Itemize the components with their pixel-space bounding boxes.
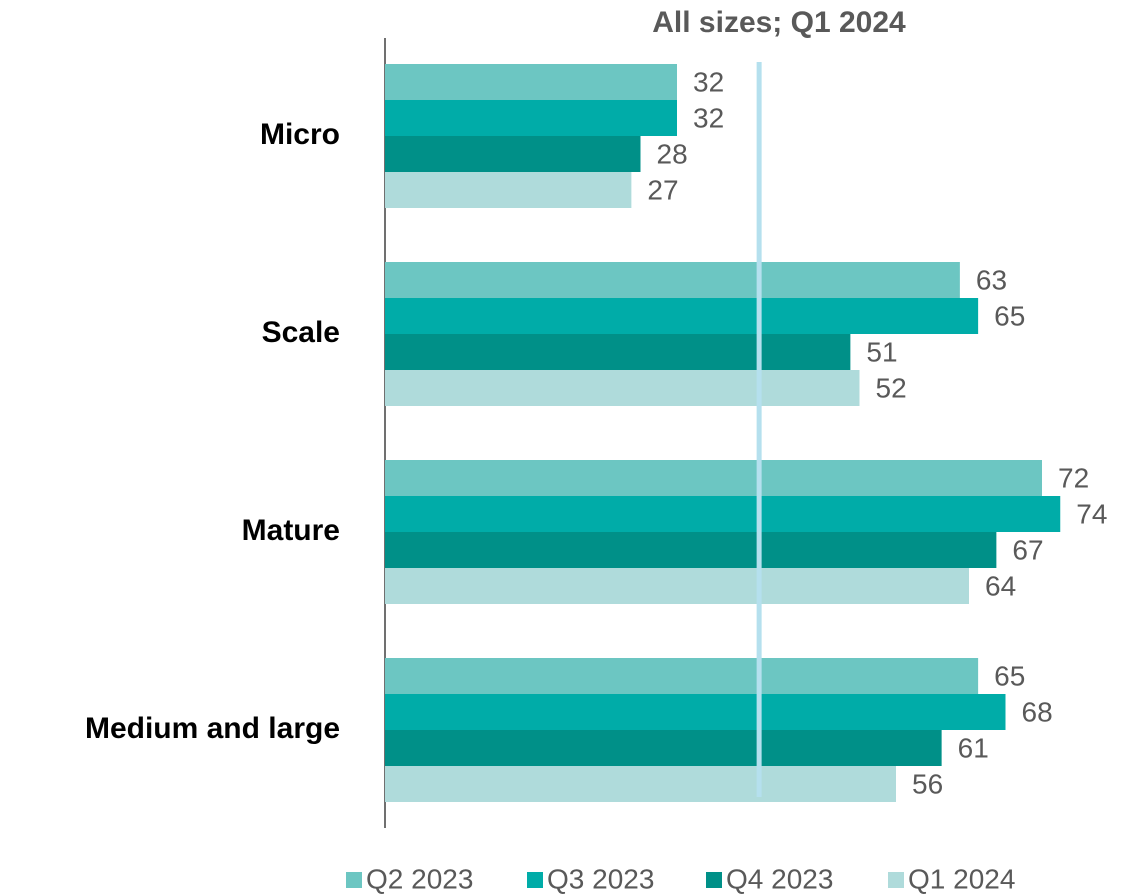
value-label: 27 [647,174,678,205]
bar [385,370,860,406]
legend-label: Q1 2024 [908,863,1015,894]
value-label: 28 [657,138,688,169]
value-label: 61 [958,732,989,763]
value-label: 32 [693,102,724,133]
bar [385,694,1006,730]
bar [385,64,677,100]
legend-label: Q2 2023 [366,863,473,894]
legend-label: Q4 2023 [726,863,833,894]
category-label: Mature [242,514,340,547]
legend-swatch [888,872,904,888]
value-label: 32 [693,66,724,97]
bar [385,262,960,298]
bar [385,334,851,370]
bar [385,568,969,604]
value-label: 68 [1022,696,1053,727]
value-label: 65 [994,660,1025,691]
value-label: 74 [1076,498,1107,529]
bar [385,136,641,172]
category-label: Scale [262,316,340,349]
bar [385,532,997,568]
bar [385,172,632,208]
bar [385,298,979,334]
category-label: Medium and large [85,712,340,745]
legend-swatch [346,872,362,888]
value-label: 67 [1012,534,1043,565]
value-label: 72 [1058,462,1089,493]
bar [385,100,677,136]
value-label: 63 [976,264,1007,295]
value-label: 56 [912,768,943,799]
value-label: 65 [994,300,1025,331]
bar [385,766,896,802]
category-label: Micro [260,118,340,151]
value-label: 64 [985,570,1016,601]
bar [385,658,979,694]
bar [385,730,942,766]
value-label: 51 [866,336,897,367]
legend-swatch [527,872,543,888]
legend-label: Q3 2023 [547,863,654,894]
legend-swatch [706,872,722,888]
value-label: 52 [876,372,907,403]
reference-label: All sizes; Q1 2024 [652,6,906,39]
bar [385,460,1042,496]
bar [385,496,1061,532]
